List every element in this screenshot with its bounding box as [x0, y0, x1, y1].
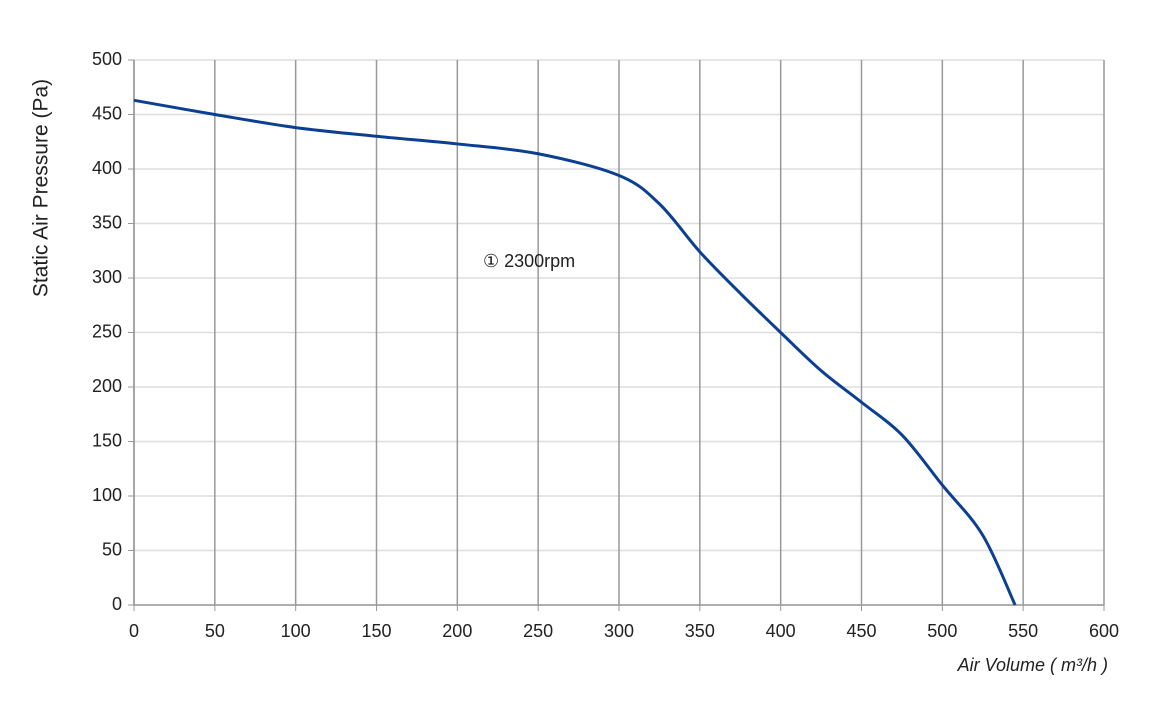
y-tick-label: 0: [112, 594, 122, 614]
x-tick-label: 200: [442, 621, 472, 641]
y-tick-label: 450: [92, 103, 122, 123]
x-tick-label: 350: [685, 621, 715, 641]
x-tick-label: 500: [927, 621, 957, 641]
x-tick-label: 0: [129, 621, 139, 641]
y-tick-label: 500: [92, 49, 122, 69]
data-line: [133, 98, 1017, 606]
y-tick-label: 350: [92, 212, 122, 232]
y-tick-label: 200: [92, 376, 122, 396]
y-tick-label: 300: [92, 267, 122, 287]
y-tick-label: 100: [92, 485, 122, 505]
annotation: ① 2300rpm: [483, 251, 575, 271]
y-tick-label: 150: [92, 430, 122, 450]
x-tick-label: 550: [1008, 621, 1038, 641]
y-tick-label: 50: [102, 539, 122, 559]
y-tick-label: 400: [92, 158, 122, 178]
y-axis-label: Static Air Pressure (Pa): [30, 79, 53, 297]
x-tick-label: 150: [361, 621, 391, 641]
y-tick-label: 250: [92, 321, 122, 341]
x-tick-label: 250: [523, 621, 553, 641]
x-tick-label: 400: [766, 621, 796, 641]
x-tick-label: 600: [1089, 621, 1119, 641]
x-axis-label: Air Volume ( m³/h ): [957, 655, 1108, 675]
x-tick-label: 450: [846, 621, 876, 641]
x-tick-label: 100: [281, 621, 311, 641]
x-tick-label: 300: [604, 621, 634, 641]
x-tick-label: 50: [205, 621, 225, 641]
